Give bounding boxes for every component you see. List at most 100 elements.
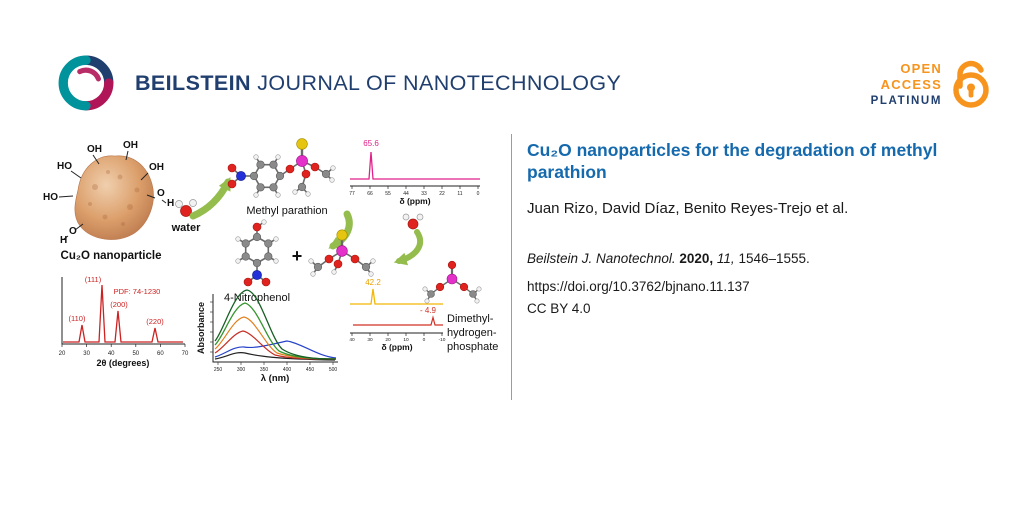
uvvis-tick: 500 — [329, 367, 338, 373]
article-authors: Juan Rizo, David Díaz, Benito Reyes-Trej… — [527, 199, 849, 217]
xrd-hkl-111: (111) — [85, 275, 102, 284]
nmr2-tick-labels: 40 30 20 10 0 -10 — [349, 337, 445, 343]
uvvis-tick: 450 — [306, 367, 315, 373]
uvvis-chart: 250 300 350 400 450 500 Absorbance λ (nm… — [196, 289, 338, 384]
open-access-line1: OPEN — [900, 61, 942, 76]
xrd-tick: 60 — [157, 351, 164, 357]
oh-label: O — [69, 226, 77, 237]
uvvis-ylabel: Absorbance — [196, 302, 206, 354]
reaction-arrow-2 — [328, 210, 353, 250]
article-info: Cu₂O nanoparticles for the degradation o… — [527, 140, 987, 316]
oh-label: OH — [123, 140, 138, 151]
water-molecule: water — [171, 199, 201, 234]
nmr-spectrum-2: 42.2 - 4.9 40 30 20 10 0 -10 δ (ppm) — [349, 278, 445, 352]
journal-header: BEILSTEIN JOURNAL OF NANOTECHNOLOGY — [57, 54, 621, 112]
article-license: CC BY 4.0 — [527, 300, 591, 316]
uvvis-tick: 250 — [214, 367, 223, 373]
open-access-line2: ACCESS — [880, 77, 942, 92]
citation-journal: Beilstein J. Nanotechnol. — [527, 250, 676, 266]
dimethyl-hydrogen-phosphate-molecule — [422, 260, 482, 304]
nitrophenol-label: 4-Nitrophenol — [224, 292, 290, 304]
nmr2-tick: 40 — [349, 337, 355, 343]
divider — [511, 134, 512, 400]
uvvis-xlabel: λ (nm) — [261, 373, 290, 384]
journal-title-name: JOURNAL OF NANOTECHNOLOGY — [257, 70, 622, 95]
xrd-hkl-200: (200) — [110, 300, 128, 309]
open-access-label: OPEN ACCESS PLATINUM — [838, 61, 942, 110]
uvvis-tick: 350 — [260, 367, 269, 373]
nmr1-peak-label: 65.6 — [363, 139, 379, 148]
oh-label: OH — [87, 144, 102, 155]
nmr1-tick: 33 — [421, 191, 427, 197]
hydroxyl-labels: OH OH HO OH HO O H O H — [43, 140, 174, 246]
nitrophenol-molecule: 4-Nitrophenol — [224, 219, 290, 304]
oh-label: H — [167, 198, 174, 209]
methyl-parathion-label: Methyl parathion — [246, 205, 327, 217]
nmr2-tick: 20 — [385, 337, 391, 343]
reaction-arrow-1 — [189, 177, 232, 220]
oh-label: OH — [149, 162, 164, 173]
water-label: water — [171, 222, 201, 234]
xrd-tick: 40 — [108, 351, 115, 357]
nmr2-tick: 0 — [423, 337, 426, 343]
xrd-chart: (110) (111) (200) (220) PDF: 74-1230 20 … — [59, 275, 189, 368]
nanoparticle-illustration: OH OH HO OH HO O H O H Cu₂O nanoparticle — [43, 140, 174, 262]
article-citation: Beilstein J. Nanotechnol. 2020, 11, 1546… — [527, 251, 987, 266]
journal-title: BEILSTEIN JOURNAL OF NANOTECHNOLOGY — [135, 71, 621, 96]
journal-title-brand: BEILSTEIN — [135, 70, 251, 95]
open-access-lock-icon — [953, 60, 989, 108]
nmr1-tick: 11 — [457, 191, 462, 197]
reaction-arrow-3 — [393, 229, 424, 266]
product-line-3: phosphate — [447, 341, 498, 353]
nmr-spectrum-1: 65.6 77 66 55 44 33 22 11 0 δ (ppm) — [349, 139, 480, 206]
uvvis-tick: 300 — [237, 367, 246, 373]
oh-label: HO — [57, 161, 72, 172]
hydroxyl-bonds — [58, 150, 167, 240]
nmr1-tick: 22 — [439, 191, 445, 197]
product-name-label: Dimethyl- hydrogen- phosphate — [447, 313, 498, 353]
nmr2-tick: 10 — [403, 337, 409, 343]
nanoparticle-texture — [88, 170, 140, 226]
methyl-parathion-molecule: Methyl parathion — [227, 138, 336, 217]
nmr1-axis-label: δ (ppm) — [399, 196, 430, 206]
thiophosphate-molecule — [308, 229, 376, 277]
nmr2-peak-bottom-label: - 4.9 — [420, 306, 437, 315]
citation-volume: 11, — [716, 250, 735, 266]
xrd-tick-labels: 20 30 40 50 60 70 — [59, 351, 189, 357]
xrd-tick: 70 — [182, 351, 189, 357]
nmr1-tick: 66 — [367, 191, 373, 197]
water-molecule-2 — [402, 213, 424, 230]
nmr2-tick: -10 — [439, 337, 446, 343]
xrd-hkl-220: (220) — [146, 317, 164, 326]
xrd-pdf-label: PDF: 74-1230 — [114, 287, 161, 296]
uvvis-tick: 400 — [283, 367, 292, 373]
xrd-tick: 20 — [59, 351, 66, 357]
open-access-line3: PLATINUM — [870, 95, 942, 107]
nmr1-tick: 77 — [349, 191, 355, 197]
open-access-badge: OPEN ACCESS PLATINUM — [838, 58, 994, 110]
oh-label: H — [60, 235, 67, 246]
uvvis-tick-labels: 250 300 350 400 450 500 — [214, 367, 338, 373]
nmr1-tick-labels: 77 66 55 44 33 22 11 0 — [349, 191, 479, 197]
xrd-tick: 50 — [132, 351, 139, 357]
xrd-peak-labels: (110) (111) (200) (220) PDF: 74-1230 — [69, 275, 165, 326]
oh-label: O — [157, 188, 165, 199]
citation-pages: 1546–1555. — [738, 250, 810, 266]
xrd-axis-label: 2θ (degrees) — [97, 358, 150, 368]
xrd-tick: 30 — [83, 351, 90, 357]
beilstein-logo-icon — [58, 55, 114, 111]
nmr2-axis-label: δ (ppm) — [381, 342, 412, 352]
graphical-abstract: OH OH HO OH HO O H O H Cu₂O nanoparticle… — [43, 138, 498, 384]
nmr2-peak-top-label: 42.2 — [365, 278, 381, 287]
product-line-1: Dimethyl- — [447, 313, 494, 325]
nmr2-tick: 30 — [367, 337, 373, 343]
nmr1-tick: 44 — [403, 191, 409, 197]
article-doi: https://doi.org/10.3762/bjnano.11.137 — [527, 278, 750, 294]
nanoparticle-label: Cu₂O nanoparticle — [61, 250, 162, 262]
nmr1-tick: 0 — [477, 191, 480, 197]
product-line-2: hydrogen- — [447, 327, 497, 339]
oh-label: HO — [43, 192, 58, 203]
nmr1-tick: 55 — [385, 191, 391, 197]
article-title: Cu₂O nanoparticles for the degradation o… — [527, 140, 938, 182]
xrd-hkl-110: (110) — [69, 314, 86, 323]
